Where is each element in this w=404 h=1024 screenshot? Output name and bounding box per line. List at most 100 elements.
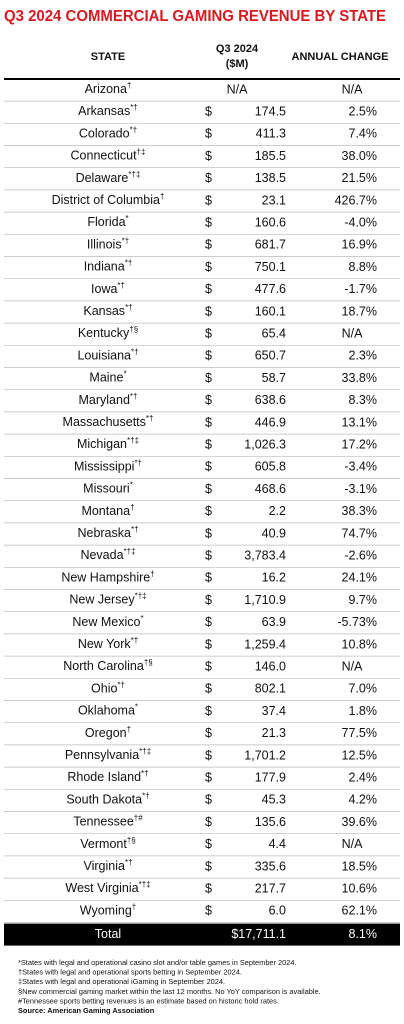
state-label: Arkansas (78, 104, 130, 118)
state-footnote-mark: *† (125, 259, 133, 268)
state-footnote-mark: *†‡ (139, 880, 151, 889)
state-label: Virginia (83, 859, 125, 873)
state-footnote-mark: * (140, 614, 143, 623)
q3-revenue: 21.3 (262, 726, 286, 740)
q3-revenue: 477.6 (255, 282, 286, 296)
state-name: Iowa*† (91, 281, 125, 296)
state-name: Michigan*†‡ (77, 436, 139, 451)
state-label: Maine (89, 371, 123, 385)
q3-revenue: 23.1 (262, 193, 286, 207)
currency: $ (205, 349, 212, 363)
state-label: Illinois (87, 238, 122, 252)
q3-revenue: 160.1 (255, 304, 286, 318)
currency: $ (205, 149, 212, 163)
state-label: Massachusetts (63, 415, 146, 429)
q3-revenue: 3,783.4 (244, 548, 286, 562)
annual-change: 13.1% (342, 415, 377, 429)
q3-revenue: 802.1 (255, 682, 286, 696)
header-state: STATE (91, 51, 125, 63)
state-footnote-mark: *†‡ (139, 747, 151, 756)
state-name: Massachusetts*† (63, 414, 154, 429)
state-name: Louisiana*† (77, 348, 138, 363)
annual-change: 21.5% (342, 171, 377, 185)
state-footnote-mark: *† (131, 636, 139, 645)
state-name: Nebraska*† (77, 525, 138, 540)
annual-change: N/A (342, 326, 364, 340)
state-label: Tennessee (73, 815, 134, 829)
state-footnote-mark: *†‡ (135, 592, 147, 601)
state-label: Indiana (84, 260, 125, 274)
state-footnote-mark: *† (130, 103, 138, 112)
state-name: South Dakota*† (66, 792, 149, 807)
state-name: New Hampshire† (61, 570, 154, 585)
currency: $ (205, 837, 212, 851)
state-footnote-mark: †# (134, 814, 143, 823)
q3-revenue: 185.5 (255, 149, 286, 163)
state-name: Maryland*† (79, 392, 138, 407)
q3-revenue: 650.7 (255, 349, 286, 363)
state-label: Colorado (79, 127, 130, 141)
annual-change: 38.0% (342, 149, 377, 163)
state-footnote-mark: * (130, 481, 133, 490)
header-change: ANNUAL CHANGE (292, 51, 389, 63)
state-footnote-mark: † (150, 570, 154, 579)
annual-change: -3.4% (344, 460, 377, 474)
annual-change: 18.7% (342, 304, 377, 318)
annual-change: 39.6% (342, 815, 377, 829)
state-name: Oregon† (85, 725, 131, 740)
annual-change: 10.8% (342, 637, 377, 651)
currency: $ (205, 104, 212, 118)
state-name: New Mexico* (72, 614, 143, 629)
q3-revenue: 335.6 (255, 859, 286, 873)
annual-change: -2.6% (344, 548, 377, 562)
state-footnote-mark: *† (125, 303, 133, 312)
currency: $ (205, 282, 212, 296)
state-label: New Hampshire (61, 571, 150, 585)
state-name: Kentucky†§ (78, 325, 138, 340)
currency: $ (205, 238, 212, 252)
state-label: New York (78, 637, 132, 651)
currency: $ (205, 704, 212, 718)
state-name: Connecticut†‡ (71, 148, 146, 163)
state-name: Maine* (89, 370, 126, 385)
q3-revenue: 146.0 (255, 659, 286, 673)
state-name: West Virginia*†‡ (65, 880, 150, 895)
state-footnote-mark: *† (131, 348, 139, 357)
q3-revenue: 45.3 (262, 793, 286, 807)
state-name: Ohio*† (91, 681, 125, 696)
state-footnote-mark: *† (141, 769, 149, 778)
state-label: Mississippi (74, 460, 134, 474)
state-name: New York*† (78, 636, 138, 651)
state-label: Ohio (91, 682, 117, 696)
annual-change: 8.8% (349, 260, 378, 274)
state-name: Arizona† (85, 81, 132, 96)
q3-revenue: 58.7 (262, 371, 286, 385)
state-label: Rhode Island (67, 770, 141, 784)
footnote: †States with legal and operational sport… (18, 968, 242, 977)
annual-change: -4.0% (344, 215, 377, 229)
currency: $ (205, 904, 212, 918)
state-footnote-mark: *† (117, 281, 125, 290)
currency: $ (205, 482, 212, 496)
state-label: Nevada (80, 548, 123, 562)
state-footnote-mark: † (127, 725, 131, 734)
annual-change: -5.73% (337, 615, 377, 629)
currency: $ (205, 548, 212, 562)
annual-change: 77.5% (342, 726, 377, 740)
state-label: District of Columbia (52, 193, 160, 207)
state-name: Illinois*† (87, 237, 129, 252)
annual-change: 426.7% (335, 193, 377, 207)
currency: $ (205, 815, 212, 829)
currency: $ (205, 215, 212, 229)
annual-change: 18.5% (342, 859, 377, 873)
state-footnote-mark: * (123, 370, 126, 379)
state-label: New Jersey (69, 593, 135, 607)
annual-change: 33.8% (342, 371, 377, 385)
state-footnote-mark: *† (134, 459, 142, 468)
currency: $ (205, 615, 212, 629)
state-label: North Carolina (63, 659, 144, 673)
q3-revenue: 177.9 (255, 770, 286, 784)
annual-change: -1.7% (344, 282, 377, 296)
currency: $ (205, 526, 212, 540)
